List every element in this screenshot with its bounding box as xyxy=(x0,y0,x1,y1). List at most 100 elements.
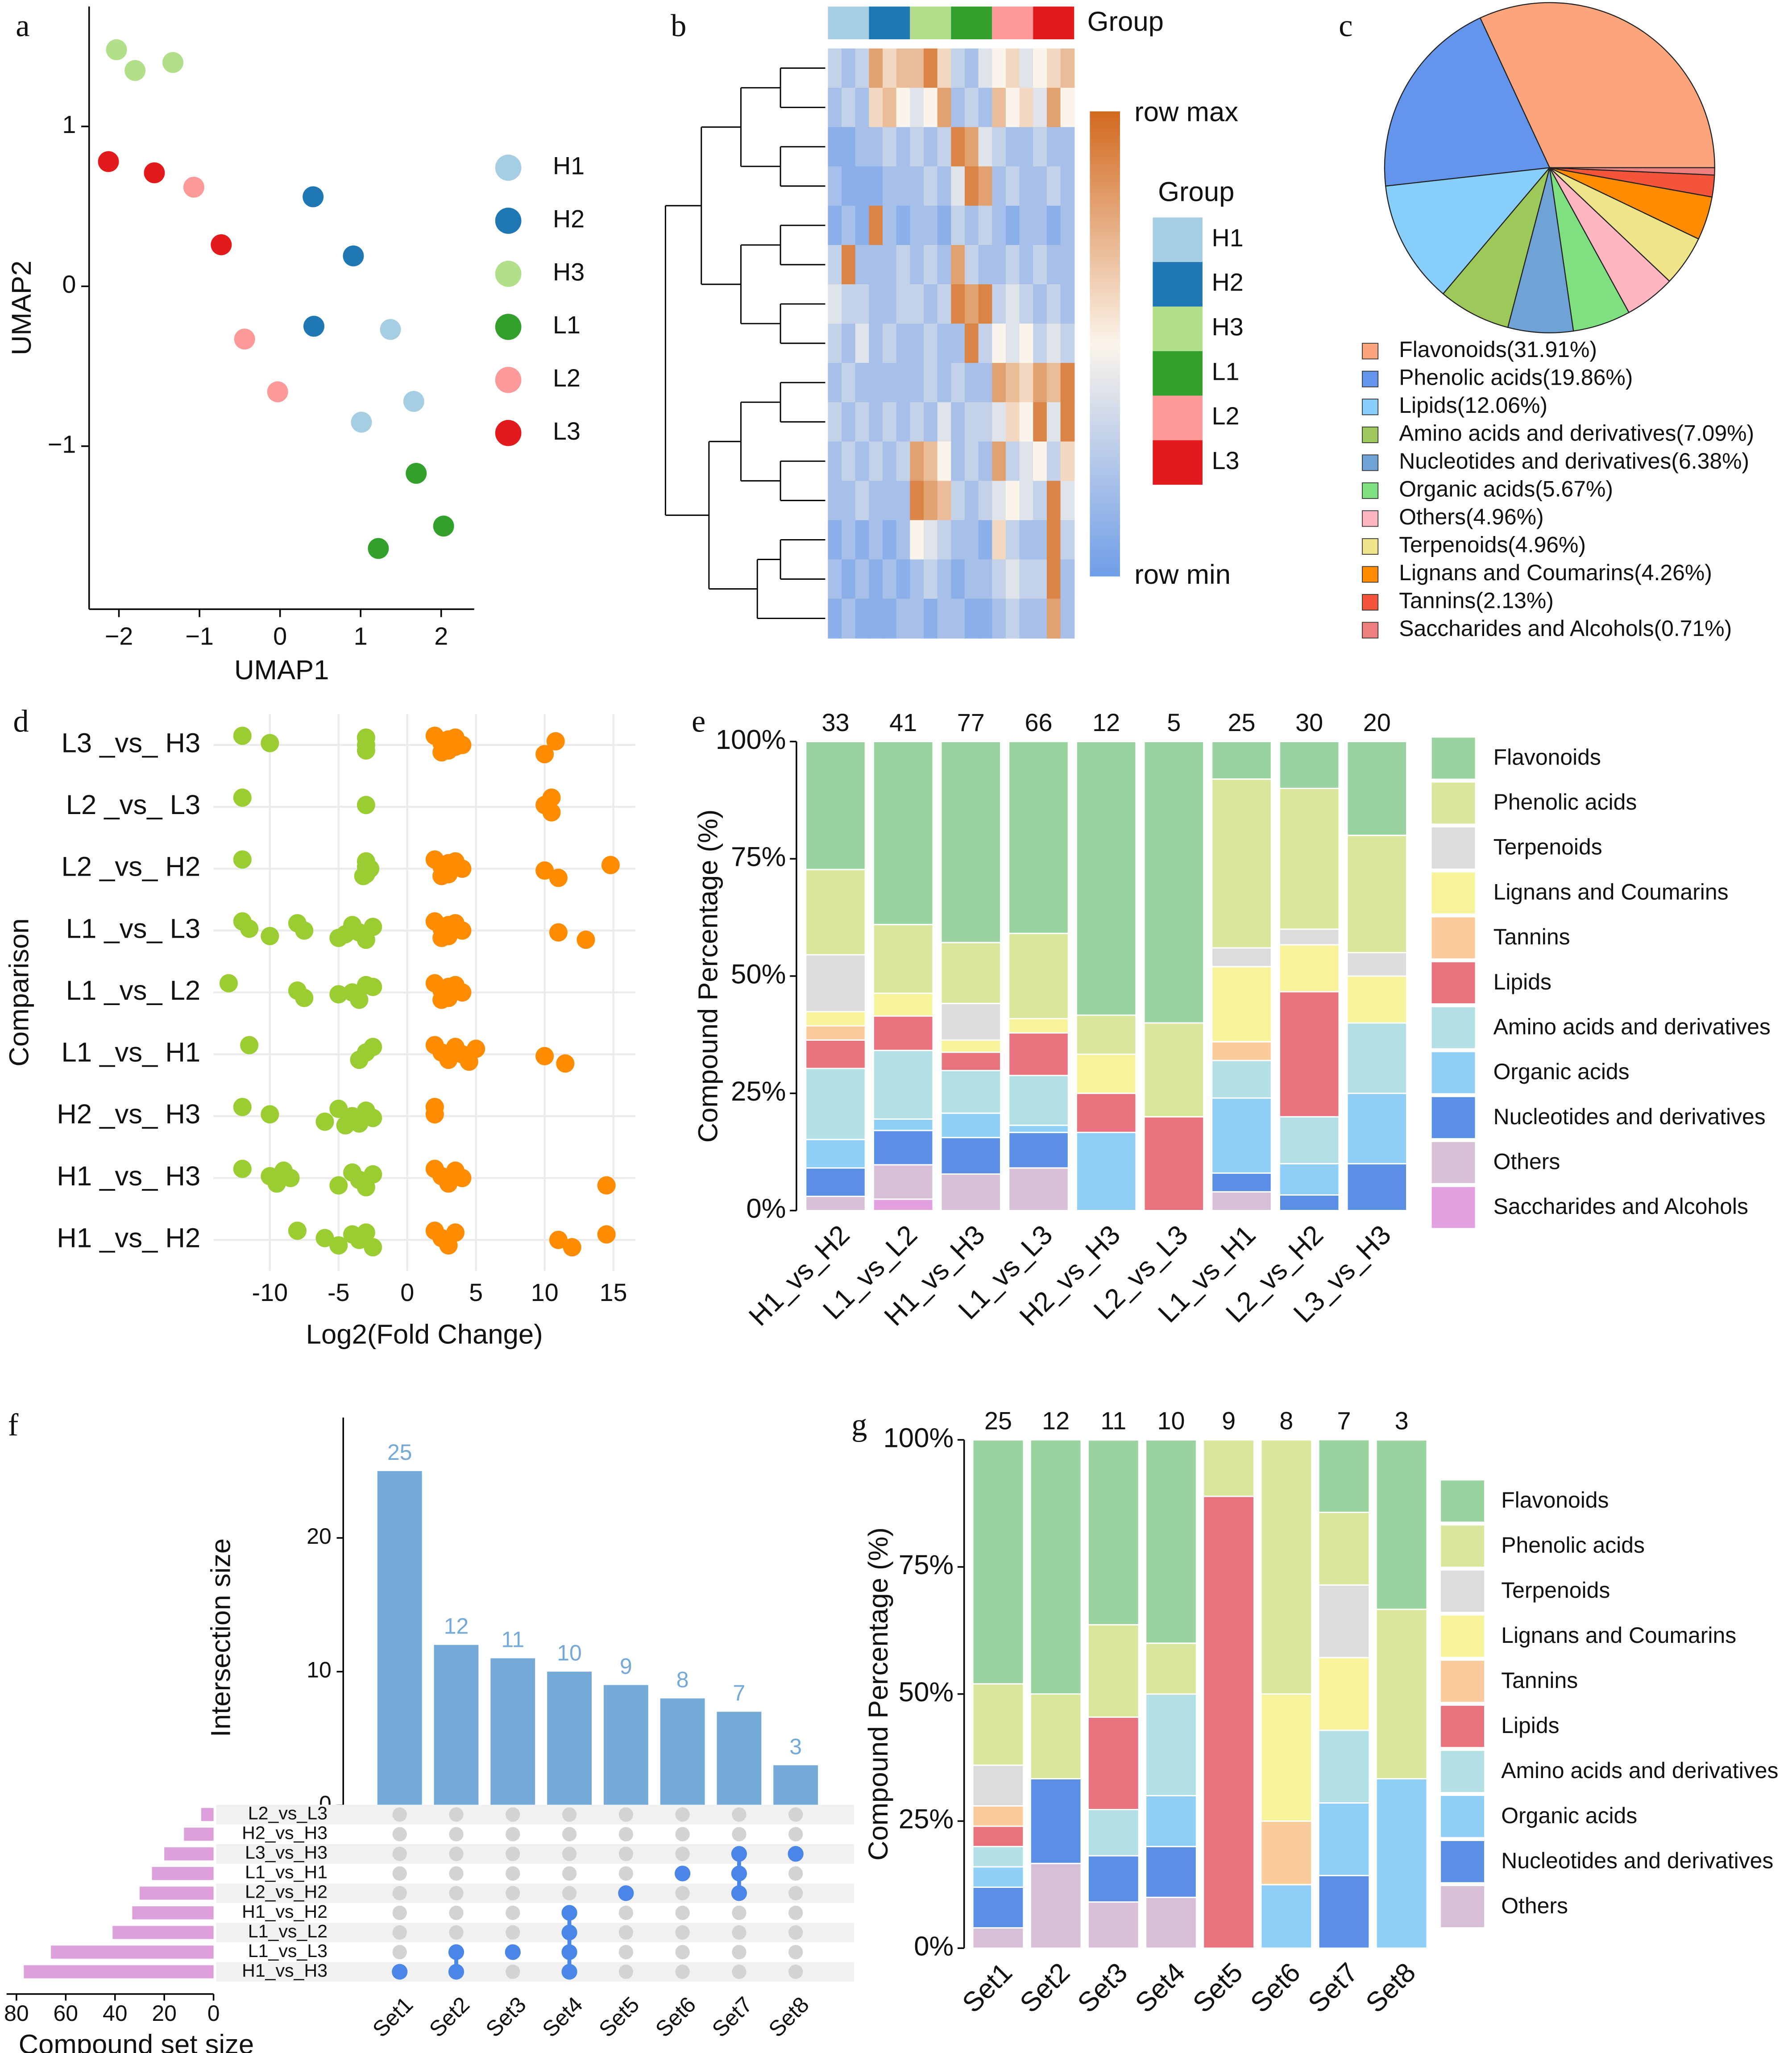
bar-segment xyxy=(1075,1053,1137,1094)
x-tick-label: Set7 xyxy=(1302,1957,1364,2019)
x-tick-label: Set5 xyxy=(594,1992,644,2042)
bar-value-label: 3 xyxy=(789,1734,802,1759)
point xyxy=(453,859,472,878)
bar-segment xyxy=(1211,1097,1272,1174)
heatmap-cell xyxy=(896,598,911,639)
legend-label: Lignans and Coumarins xyxy=(1501,1623,1736,1648)
bar xyxy=(773,1765,818,1806)
x-tick-label: Set5 xyxy=(1187,1957,1249,2019)
bar-count-label: 77 xyxy=(957,709,985,736)
group-bar xyxy=(992,6,1033,40)
matrix-dot xyxy=(675,1886,690,1901)
bar-segment xyxy=(1087,1716,1140,1811)
y-tick-label: 100% xyxy=(716,724,786,755)
heatmap-cell xyxy=(1033,87,1048,128)
matrix-stripe xyxy=(216,1922,855,1942)
bar-count-label: 5 xyxy=(1167,709,1181,736)
bar-count-label: 9 xyxy=(1222,1407,1236,1435)
legend-swatch xyxy=(1153,351,1203,396)
heatmap-cell xyxy=(896,87,911,128)
heatmap-cell xyxy=(1019,205,1034,246)
bar-count-label: 7 xyxy=(1337,1407,1351,1435)
x-tick-label: Set6 xyxy=(651,1992,701,2042)
point xyxy=(546,732,565,751)
heatmap-cell xyxy=(1046,598,1061,639)
heatmap-cell xyxy=(964,363,979,403)
bar-segment xyxy=(1211,966,1272,1043)
matrix-dot xyxy=(732,1905,747,1920)
bar-segment xyxy=(972,1764,1025,1807)
heatmap-cell xyxy=(855,441,870,482)
legend-swatch xyxy=(1362,482,1379,499)
heatmap-cell xyxy=(869,363,884,403)
heatmap-cell xyxy=(951,402,966,442)
heatmap-cell xyxy=(992,127,1007,167)
heatmap-cell xyxy=(964,48,979,88)
bar-segment xyxy=(1029,1862,1082,1949)
heatmap-cell xyxy=(978,205,993,246)
matrix-dot xyxy=(392,1886,407,1901)
member-dot xyxy=(561,1944,577,1960)
member-dot xyxy=(731,1846,747,1862)
legend-label: Terpenoids xyxy=(1501,1578,1610,1603)
heatmap-cell xyxy=(992,324,1007,364)
legend-swatch xyxy=(1362,370,1379,387)
set-size-bar xyxy=(164,1847,214,1861)
heatmap-cell xyxy=(896,245,911,285)
heatmap-cell xyxy=(937,363,952,403)
legend-label: H3 xyxy=(553,258,585,286)
pie-slice xyxy=(1507,167,1574,333)
heatmap-cell xyxy=(869,520,884,560)
legend-swatch xyxy=(1431,1142,1475,1183)
heatmap-cell xyxy=(842,520,856,560)
heatmap-cell xyxy=(910,520,925,560)
matrix-dot xyxy=(449,1827,464,1841)
x-tick-label: Set7 xyxy=(707,1992,757,2042)
heatmap-cell xyxy=(842,245,856,285)
heatmap-cell xyxy=(951,205,966,246)
heatmap-cell xyxy=(896,363,911,403)
heatmap-cell xyxy=(910,481,925,521)
legend-swatch xyxy=(1441,1841,1485,1883)
x-tick-label: 0 xyxy=(273,622,287,650)
set-size-bar xyxy=(24,1965,214,1978)
x-tick-label: -10 xyxy=(252,1279,288,1306)
set-size-bar xyxy=(112,1926,214,1939)
legend-swatch xyxy=(1441,1616,1485,1657)
bar-segment xyxy=(1260,1820,1313,1886)
y-axis-label: UMAP2 xyxy=(6,261,37,355)
bar-segment xyxy=(1278,928,1340,946)
heatmap-cell xyxy=(869,284,884,324)
bar-segment xyxy=(805,1025,866,1041)
heatmap-cell xyxy=(842,284,856,324)
point xyxy=(601,856,620,874)
bar-segment xyxy=(1211,1060,1272,1099)
heatmap-cell xyxy=(882,166,897,207)
heatmap-cell xyxy=(896,48,911,88)
heatmap-cell xyxy=(978,402,993,442)
heatmap-cell xyxy=(855,520,870,560)
matrix-dot xyxy=(788,1964,803,1979)
point xyxy=(343,1225,362,1244)
point xyxy=(350,1051,369,1069)
bar xyxy=(660,1698,705,1806)
heatmap-cell xyxy=(828,87,842,128)
heatmap-cell xyxy=(1005,363,1020,403)
bar-segment xyxy=(1008,740,1069,934)
bar-segment xyxy=(940,1137,1002,1175)
bar-segment xyxy=(1318,1802,1370,1876)
bar-segment xyxy=(872,924,934,994)
bar-segment xyxy=(1143,741,1205,1024)
bar-segment xyxy=(1087,1901,1140,1949)
point xyxy=(98,151,119,172)
heatmap-cell xyxy=(1060,363,1075,403)
legend-label: L3 xyxy=(1211,447,1239,474)
panel-label: g xyxy=(851,1408,867,1442)
matrix-dot xyxy=(788,1905,803,1920)
heatmap-cell xyxy=(855,127,870,167)
bar-segment xyxy=(805,741,866,870)
heatmap-cell xyxy=(992,205,1007,246)
bar xyxy=(434,1645,479,1806)
legend-swatch xyxy=(1153,395,1203,441)
point xyxy=(364,1038,382,1056)
